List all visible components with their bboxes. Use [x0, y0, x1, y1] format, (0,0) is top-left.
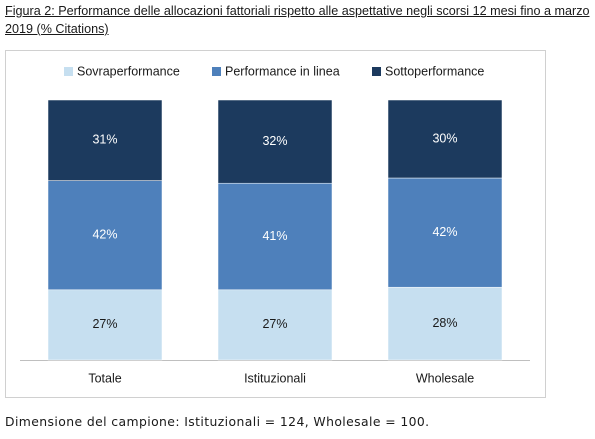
chart-title: Figura 2: Performance delle allocazioni … — [5, 4, 590, 36]
x-tick-label: Wholesale — [416, 371, 474, 385]
legend-swatch — [212, 67, 221, 76]
data-label: 31% — [92, 133, 117, 147]
data-label: 42% — [92, 227, 117, 241]
bar-segment — [387, 177, 503, 288]
footnote: Dimensione del campione: Istituzionali =… — [5, 414, 430, 429]
bar-segment — [217, 289, 333, 361]
legend-swatch — [372, 67, 381, 76]
data-label: 28% — [432, 316, 457, 330]
bar-segment — [217, 182, 333, 291]
legend-label: Sovraperformance — [77, 64, 180, 78]
legend-swatch — [64, 67, 73, 76]
legend-label: Sottoperformance — [385, 64, 484, 78]
data-label: 27% — [92, 317, 117, 331]
data-label: 32% — [262, 134, 287, 148]
legend-label: Performance in linea — [225, 64, 340, 78]
data-label: 42% — [432, 225, 457, 239]
bar-segment — [217, 99, 333, 184]
data-label: 27% — [262, 317, 287, 331]
bar-segment — [387, 286, 503, 361]
data-label: 30% — [432, 131, 457, 145]
bar-segment — [387, 99, 503, 179]
bar-segment — [47, 180, 163, 291]
x-tick-label: Istituzionali — [244, 371, 306, 385]
x-tick-label: Totale — [88, 371, 121, 385]
data-label: 41% — [262, 229, 287, 243]
bar-segment — [47, 99, 163, 181]
